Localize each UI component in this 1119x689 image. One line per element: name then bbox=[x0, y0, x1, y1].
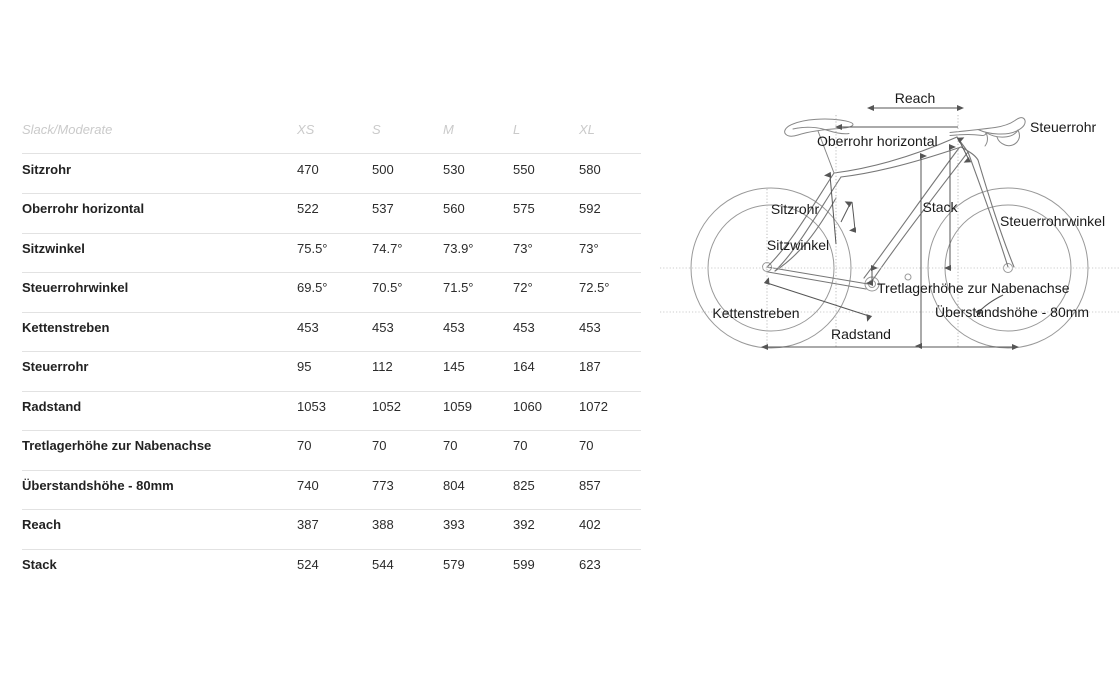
svg-text:Steuerrohr: Steuerrohr bbox=[1030, 119, 1096, 135]
svg-text:Kettenstreben: Kettenstreben bbox=[712, 305, 799, 321]
svg-text:Stack: Stack bbox=[922, 199, 958, 215]
svg-text:Tretlagerhöhe zur Nabenachse: Tretlagerhöhe zur Nabenachse bbox=[877, 280, 1070, 296]
svg-text:Reach: Reach bbox=[895, 90, 935, 106]
svg-text:Oberrohr horizontal: Oberrohr horizontal bbox=[817, 133, 938, 149]
svg-text:Steuerrohrwinkel: Steuerrohrwinkel bbox=[1000, 213, 1105, 229]
svg-text:Sitzwinkel: Sitzwinkel bbox=[767, 237, 829, 253]
svg-text:Überstandshöhe - 80mm: Überstandshöhe - 80mm bbox=[935, 303, 1089, 320]
svg-text:Radstand: Radstand bbox=[831, 326, 891, 342]
svg-text:Sitzrohr: Sitzrohr bbox=[771, 201, 820, 217]
